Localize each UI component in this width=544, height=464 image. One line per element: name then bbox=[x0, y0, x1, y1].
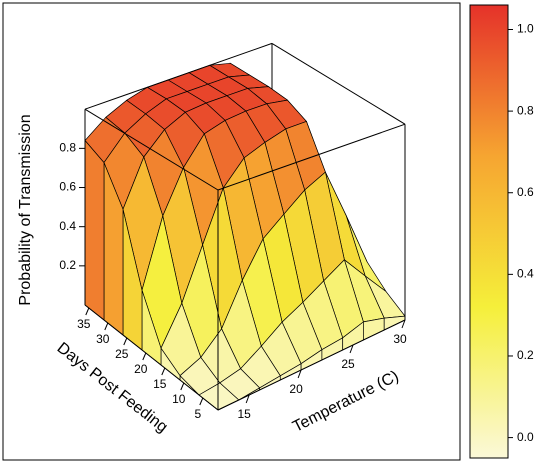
x-tick-label: 20 bbox=[289, 382, 303, 396]
box-edge bbox=[84, 42, 273, 110]
y-tick-label: 20 bbox=[134, 362, 148, 376]
z-tick-label: 0.4 bbox=[59, 219, 76, 233]
colorbar-tick-label: 0.0 bbox=[517, 430, 534, 444]
box-edge bbox=[271, 42, 406, 125]
colorbar-tick-label: 0.8 bbox=[517, 103, 534, 117]
y-tick-label: 5 bbox=[194, 407, 201, 421]
y-tick bbox=[104, 322, 109, 331]
x-tick-label: 15 bbox=[237, 407, 251, 421]
y-tick-label: 15 bbox=[153, 377, 167, 391]
colorbar-tick-label: 1.0 bbox=[517, 22, 534, 36]
surface-side bbox=[84, 139, 105, 321]
z-tick-label: 0.2 bbox=[59, 258, 76, 272]
z-axis-label: Probability of Transmission bbox=[17, 114, 34, 305]
colorbar-tick-label: 0.4 bbox=[517, 267, 534, 281]
plot-frame bbox=[2, 2, 461, 461]
x-axis-label: Temperature (C) bbox=[290, 368, 402, 436]
colorbar-tick-label: 0.2 bbox=[517, 348, 534, 362]
box-edge bbox=[217, 123, 406, 191]
box-edge bbox=[84, 108, 219, 191]
x-tick bbox=[297, 369, 302, 379]
z-tick-label: 0.6 bbox=[59, 180, 76, 194]
x-tick-label: 25 bbox=[341, 357, 355, 371]
y-tick bbox=[180, 382, 185, 391]
y-tick-label: 30 bbox=[96, 332, 110, 346]
colorbar bbox=[469, 4, 509, 459]
y-tick bbox=[161, 367, 166, 376]
surface-side bbox=[363, 317, 385, 341]
y-tick bbox=[199, 397, 204, 406]
z-tick-label: 0.8 bbox=[59, 141, 76, 155]
y-tick-label: 35 bbox=[77, 317, 91, 331]
y-tick-label: 10 bbox=[172, 392, 186, 406]
x-tick-label: 30 bbox=[393, 332, 407, 346]
y-tick bbox=[85, 307, 90, 316]
x-tick bbox=[245, 394, 250, 404]
x-tick bbox=[401, 319, 406, 329]
y-tick bbox=[142, 352, 147, 361]
y-tick bbox=[123, 337, 128, 346]
colorbar-tick-label: 0.6 bbox=[517, 185, 534, 199]
y-tick-label: 25 bbox=[115, 347, 129, 361]
x-tick bbox=[349, 344, 354, 354]
box-edge bbox=[84, 304, 219, 411]
